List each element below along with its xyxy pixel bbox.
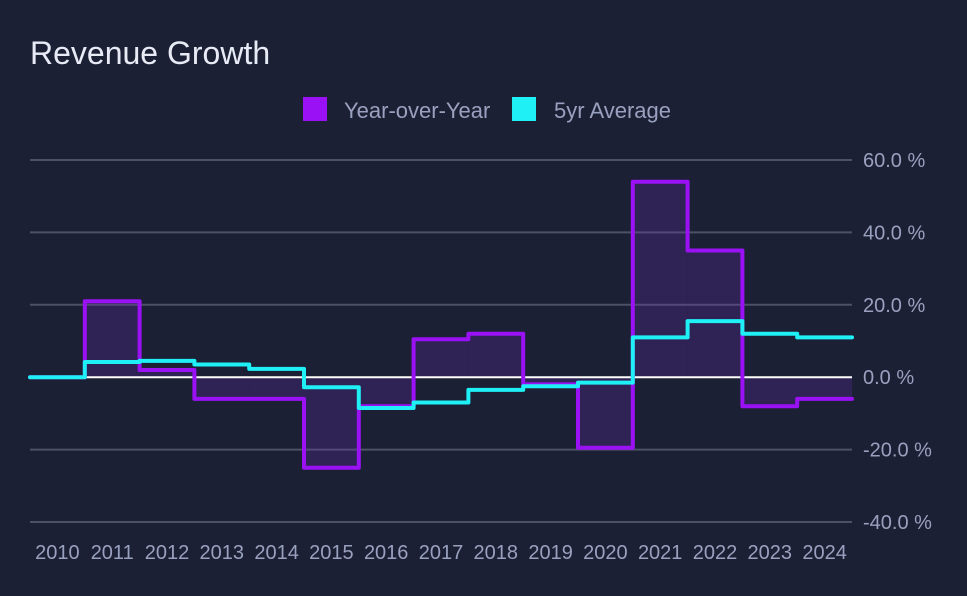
x-tick-label: 2013: [200, 542, 245, 564]
y-tick-label: -20.0 %: [863, 440, 932, 462]
yoy-area-segment: [249, 377, 304, 399]
yoy-area-segment: [523, 377, 578, 385]
legend: Year-over-Year 5yr Average: [303, 97, 671, 123]
legend-label-5yr-average: 5yr Average: [554, 98, 671, 123]
yoy-area-segment: [797, 377, 852, 399]
x-tick-label: 2016: [364, 542, 409, 564]
x-tick-label: 2021: [638, 542, 683, 564]
x-tick-label: 2015: [309, 542, 354, 564]
series-lines: [28, 179, 854, 470]
yoy-area-segment: [358, 377, 414, 407]
x-tick-label: 2020: [583, 542, 628, 564]
x-tick-label: 2011: [91, 542, 134, 564]
yoy-area-segment: [413, 339, 469, 378]
x-tick-label: 2018: [474, 542, 519, 564]
x-tick-label: 2019: [528, 542, 573, 564]
y-tick-label: 40.0 %: [863, 222, 925, 244]
x-tick-label: 2022: [693, 542, 738, 564]
yoy-area-segment: [742, 377, 798, 407]
legend-label-year-over-year: Year-over-Year: [344, 98, 490, 123]
x-tick-label: 2017: [419, 542, 464, 564]
x-axis-ticks: 2010 2011 2012 2013 2014 2015 2016 2017 2018 2019…: [35, 542, 847, 564]
yoy-area: [84, 181, 852, 468]
y-tick-label: -40.0 %: [863, 512, 932, 534]
y-tick-label: 20.0 %: [863, 295, 925, 317]
legend-swatch-year-over-year: [303, 97, 327, 121]
y-tick-label: 60.0 %: [863, 150, 925, 172]
x-tick-label: 2024: [802, 542, 847, 564]
yoy-area-segment: [139, 369, 195, 378]
x-tick-label: 2012: [145, 542, 190, 564]
x-tick-label: 2010: [35, 542, 80, 564]
yoy-area-segment: [468, 333, 524, 378]
y-tick-label: 0.0 %: [863, 367, 914, 389]
x-tick-label: 2014: [254, 542, 299, 564]
yoy-area-segment: [84, 301, 140, 378]
series-line-year-over-year: [28, 179, 854, 470]
series-line-5yr-average: [28, 319, 854, 410]
yoy-area-segment: [632, 181, 688, 378]
yoy-area-segment: [304, 377, 359, 468]
yoy-area-segment: [578, 377, 633, 448]
chart-title: Revenue Growth: [30, 35, 270, 71]
yoy-area-segment: [194, 377, 250, 399]
yoy-area-segment: [687, 250, 743, 378]
x-tick-label: 2023: [748, 542, 793, 564]
legend-swatch-5yr-average: [512, 97, 536, 121]
y-axis-ticks: 60.0 % 40.0 % 20.0 % 0.0 % -20.0 % -40.0 %: [863, 150, 932, 534]
gridlines: [30, 159, 852, 523]
